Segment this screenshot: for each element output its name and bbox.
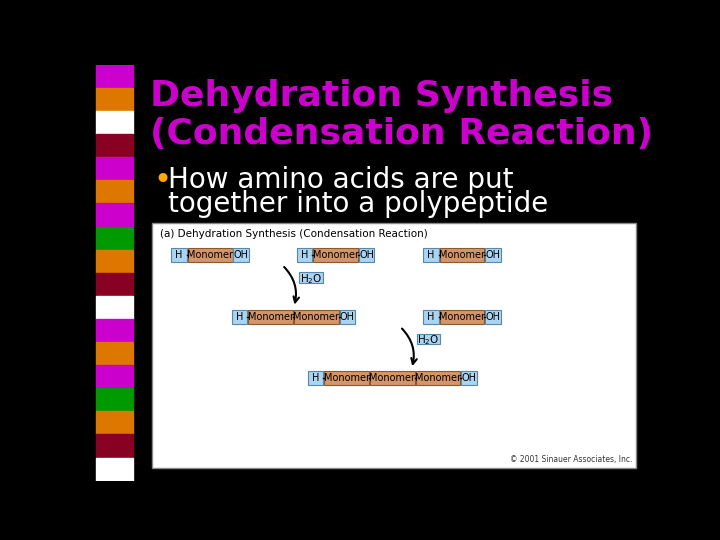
Text: Dehydration Synthesis: Dehydration Synthesis (150, 79, 613, 113)
Text: Monomer: Monomer (415, 373, 461, 383)
Text: H: H (176, 250, 183, 260)
Bar (439, 309, 485, 323)
Bar (96, 204, 133, 226)
Bar (248, 309, 293, 323)
Text: OH: OH (485, 250, 500, 260)
Bar (96, 226, 133, 249)
Text: H: H (301, 250, 308, 260)
Bar (96, 111, 133, 134)
Text: OH: OH (485, 312, 500, 322)
Bar (485, 248, 500, 262)
Text: Monomer: Monomer (312, 250, 359, 260)
Text: Monomer: Monomer (187, 250, 233, 260)
Bar (96, 411, 133, 434)
Bar (96, 88, 133, 111)
Text: H$_2$O: H$_2$O (418, 334, 440, 347)
Bar (96, 388, 133, 411)
Bar (324, 372, 369, 385)
Bar (462, 372, 477, 385)
Bar (307, 372, 323, 385)
Text: together into a polypeptide: together into a polypeptide (168, 190, 548, 218)
Bar (297, 248, 312, 262)
Bar (233, 248, 249, 262)
Bar (96, 273, 133, 296)
Text: Monomer: Monomer (248, 312, 294, 322)
Bar (485, 309, 500, 323)
Text: •: • (153, 166, 171, 195)
Text: Monomer: Monomer (293, 312, 339, 322)
Bar (96, 365, 133, 388)
Text: Monomer: Monomer (439, 312, 485, 322)
Bar (359, 248, 374, 262)
Text: H: H (236, 312, 243, 322)
Bar (439, 248, 485, 262)
Text: H: H (427, 312, 435, 322)
Bar (96, 180, 133, 204)
Bar (96, 296, 133, 319)
Text: H: H (427, 250, 435, 260)
Text: (Condensation Reaction): (Condensation Reaction) (150, 117, 654, 151)
Bar (188, 248, 233, 262)
Text: H$_2$O: H$_2$O (300, 272, 322, 286)
Bar (423, 309, 438, 323)
Bar (370, 372, 415, 385)
Bar (96, 157, 133, 180)
Bar (96, 434, 133, 457)
Text: OH: OH (340, 312, 355, 322)
Text: Monomer: Monomer (323, 373, 369, 383)
Bar (96, 457, 133, 481)
Bar (232, 309, 248, 323)
Bar (423, 248, 438, 262)
Bar (417, 334, 441, 345)
Text: (a) Dehydration Synthesis (Condensation Reaction): (a) Dehydration Synthesis (Condensation … (160, 229, 428, 239)
Text: © 2001 Sinauer Associates, Inc.: © 2001 Sinauer Associates, Inc. (510, 455, 632, 464)
Bar (313, 248, 358, 262)
Bar (96, 65, 133, 88)
Bar (415, 372, 461, 385)
Bar (96, 134, 133, 157)
Text: OH: OH (233, 250, 248, 260)
Bar (152, 222, 636, 468)
Bar (96, 319, 133, 342)
Text: H: H (312, 373, 319, 383)
Bar (96, 249, 133, 273)
Bar (171, 248, 187, 262)
Bar (96, 342, 133, 365)
Text: OH: OH (359, 250, 374, 260)
Bar (340, 309, 355, 323)
Bar (294, 309, 339, 323)
Text: OH: OH (462, 373, 477, 383)
Text: Monomer: Monomer (439, 250, 485, 260)
Bar (300, 272, 323, 283)
Text: Monomer: Monomer (369, 373, 415, 383)
Text: How amino acids are put: How amino acids are put (168, 166, 513, 194)
